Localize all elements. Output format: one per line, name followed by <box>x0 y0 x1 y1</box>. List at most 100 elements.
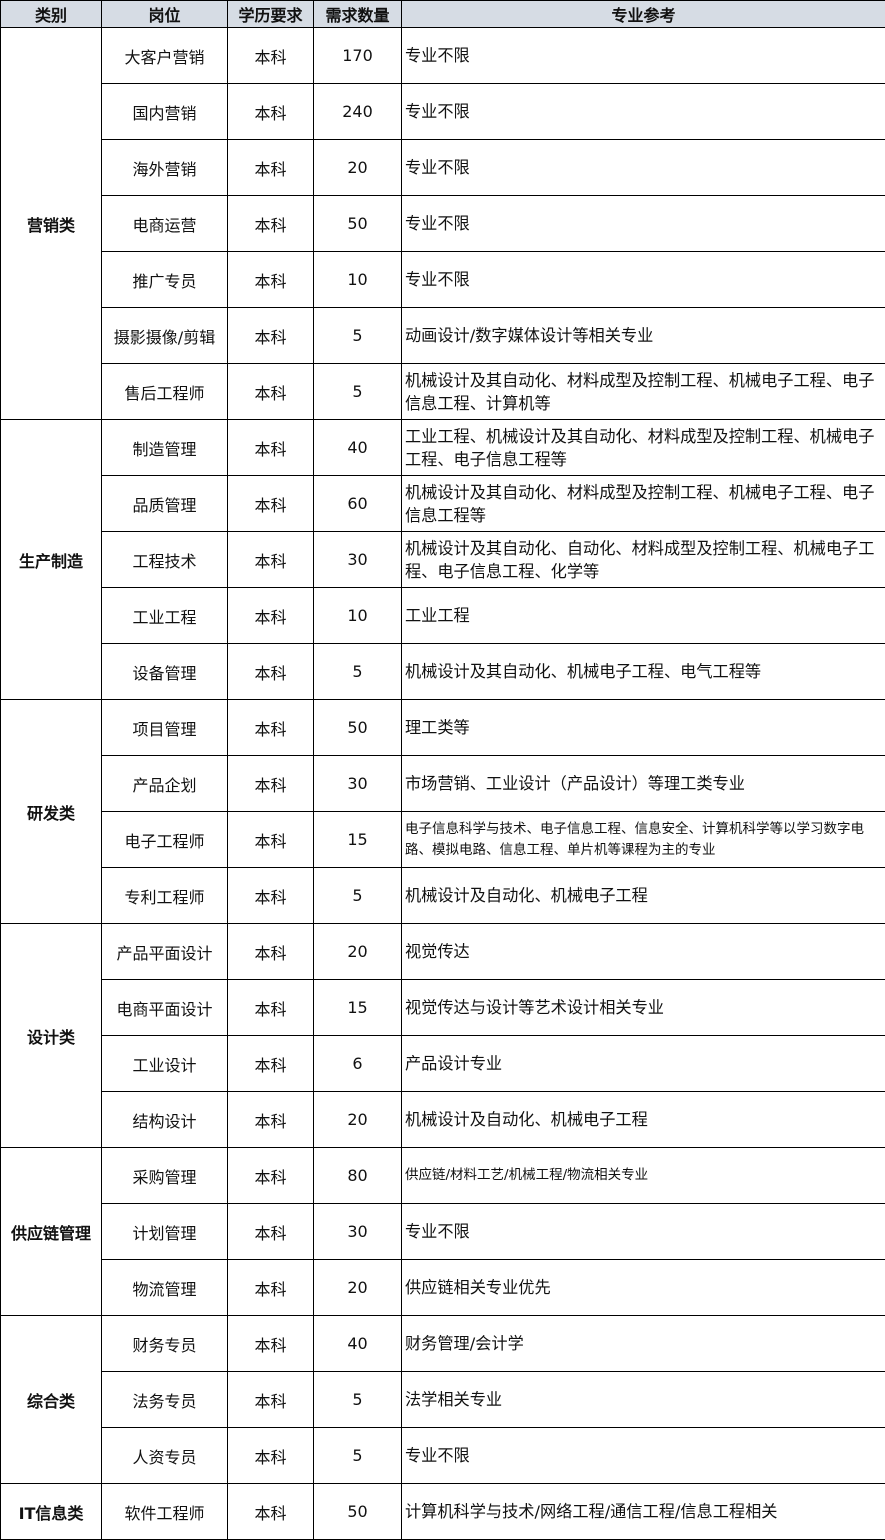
count-cell: 20 <box>313 1259 402 1316</box>
major-cell: 工业工程 <box>401 587 885 644</box>
major-cell: 专业不限 <box>401 195 885 252</box>
position-cell: 大客户营销 <box>101 27 228 84</box>
education-cell: 本科 <box>227 307 314 364</box>
position-cell: 品质管理 <box>101 475 228 532</box>
category-cell: 供应链管理 <box>0 1147 102 1316</box>
education-cell: 本科 <box>227 811 314 868</box>
table-row: 物流管理 本科 20 供应链相关专业优先 <box>1 1259 885 1316</box>
count-cell: 50 <box>313 1483 402 1540</box>
count-cell: 40 <box>313 1315 402 1372</box>
position-cell: 售后工程师 <box>101 363 228 420</box>
table-row: 设计类 产品平面设计 本科 20 视觉传达 <box>0 923 885 1148</box>
position-cell: 国内营销 <box>101 83 228 140</box>
major-cell: 机械设计及其自动化、材料成型及控制工程、机械电子工程、电子信息工程、计算机等 <box>401 363 885 420</box>
header-position: 岗位 <box>101 0 228 28</box>
count-cell: 50 <box>313 699 402 756</box>
education-cell: 本科 <box>227 83 314 140</box>
category-cell: 设计类 <box>0 923 102 1148</box>
position-cell: 制造管理 <box>101 419 228 476</box>
education-cell: 本科 <box>227 643 314 700</box>
count-cell: 5 <box>313 363 402 420</box>
position-cell: 产品企划 <box>101 755 228 812</box>
count-cell: 80 <box>313 1147 402 1204</box>
table-row: 摄影摄像/剪辑 本科 5 动画设计/数字媒体设计等相关专业 <box>1 307 885 364</box>
major-cell: 视觉传达 <box>401 923 885 980</box>
count-cell: 240 <box>313 83 402 140</box>
table-row: 电子工程师 本科 15 电子信息科学与技术、电子信息工程、信息安全、计算机科学等以学习… <box>1 811 885 868</box>
education-cell: 本科 <box>227 27 314 84</box>
count-cell: 170 <box>313 27 402 84</box>
table-row: 计划管理 本科 30 专业不限 <box>1 1203 885 1260</box>
major-cell: 产品设计专业 <box>401 1035 885 1092</box>
education-cell: 本科 <box>227 1035 314 1092</box>
count-cell: 20 <box>313 1091 402 1148</box>
major-cell: 专业不限 <box>401 1203 885 1260</box>
category-cell: 营销类 <box>0 27 102 420</box>
education-cell: 本科 <box>227 1483 314 1540</box>
count-cell: 30 <box>313 1203 402 1260</box>
position-cell: 法务专员 <box>101 1371 228 1428</box>
header-major: 专业参考 <box>401 0 885 28</box>
major-cell: 工业工程、机械设计及其自动化、材料成型及控制工程、机械电子工程、电子信息工程等 <box>401 419 885 476</box>
position-cell: 专利工程师 <box>101 867 228 924</box>
count-cell: 5 <box>313 643 402 700</box>
table-row: 人资专员 本科 5 专业不限 <box>1 1427 885 1484</box>
education-cell: 本科 <box>227 979 314 1036</box>
table-row: 研发类 项目管理 本科 50 理工类等 <box>0 699 885 924</box>
category-cell: 研发类 <box>0 699 102 924</box>
table-row: 工程技术 本科 30 机械设计及其自动化、自动化、材料成型及控制工程、机械电子工程、电… <box>1 531 885 588</box>
education-cell: 本科 <box>227 1371 314 1428</box>
position-cell: 软件工程师 <box>101 1483 228 1540</box>
major-cell: 计算机科学与技术/网络工程/通信工程/信息工程相关 <box>401 1483 885 1540</box>
count-cell: 15 <box>313 811 402 868</box>
position-cell: 物流管理 <box>101 1259 228 1316</box>
count-cell: 30 <box>313 755 402 812</box>
education-cell: 本科 <box>227 531 314 588</box>
header-row: 类别 岗位 学历要求 需求数量 专业参考 <box>0 0 885 28</box>
education-cell: 本科 <box>227 699 314 756</box>
position-cell: 财务专员 <box>101 1315 228 1372</box>
education-cell: 本科 <box>227 755 314 812</box>
table-row: 设备管理 本科 5 机械设计及其自动化、机械电子工程、电气工程等 <box>1 643 885 700</box>
table-row: 综合类 财务专员 本科 40 财务管理/会计学 <box>0 1315 885 1484</box>
position-cell: 电商运营 <box>101 195 228 252</box>
education-cell: 本科 <box>227 1427 314 1484</box>
major-cell: 机械设计及自动化、机械电子工程 <box>401 1091 885 1148</box>
position-cell: 电商平面设计 <box>101 979 228 1036</box>
major-cell: 电子信息科学与技术、电子信息工程、信息安全、计算机科学等以学习数字电路、模拟电路… <box>401 811 885 868</box>
table-row: 营销类 大客户营销 本科 170 专业不限 <box>0 27 885 420</box>
position-cell: 产品平面设计 <box>101 923 228 980</box>
category-cell: 生产制造 <box>0 419 102 700</box>
position-cell: 推广专员 <box>101 251 228 308</box>
education-cell: 本科 <box>227 195 314 252</box>
major-cell: 机械设计及自动化、机械电子工程 <box>401 867 885 924</box>
table-row: IT信息类 软件工程师 本科 50 计算机科学与技术/网络工程/通信工程/信息工程相关 <box>0 1483 885 1540</box>
table-row: 生产制造 制造管理 本科 40 工业工程、机械设计及其自动化、材料成型及控制工程、机械电… <box>0 419 885 700</box>
table-row: 电商运营 本科 50 专业不限 <box>1 195 885 252</box>
major-cell: 专业不限 <box>401 27 885 84</box>
education-cell: 本科 <box>227 1147 314 1204</box>
position-cell: 设备管理 <box>101 643 228 700</box>
major-cell: 专业不限 <box>401 139 885 196</box>
education-cell: 本科 <box>227 1259 314 1316</box>
position-cell: 工程技术 <box>101 531 228 588</box>
category-cell: 综合类 <box>0 1315 102 1484</box>
table-row: 结构设计 本科 20 机械设计及自动化、机械电子工程 <box>1 1091 885 1148</box>
table-row: 海外营销 本科 20 专业不限 <box>1 139 885 196</box>
count-cell: 5 <box>313 1427 402 1484</box>
header-education: 学历要求 <box>227 0 314 28</box>
table-row: 工业工程 本科 10 工业工程 <box>1 587 885 644</box>
major-cell: 机械设计及其自动化、材料成型及控制工程、机械电子工程、电子信息工程等 <box>401 475 885 532</box>
table-row: 售后工程师 本科 5 机械设计及其自动化、材料成型及控制工程、机械电子工程、电子信息工… <box>1 363 885 420</box>
count-cell: 20 <box>313 139 402 196</box>
education-cell: 本科 <box>227 1315 314 1372</box>
position-cell: 工业设计 <box>101 1035 228 1092</box>
table-row: 国内营销 本科 240 专业不限 <box>1 83 885 140</box>
major-cell: 专业不限 <box>401 1427 885 1484</box>
major-cell: 供应链相关专业优先 <box>401 1259 885 1316</box>
table-row: 供应链管理 采购管理 本科 80 供应链/材料工艺/机械工程/物流相关专业 <box>0 1147 885 1316</box>
major-cell: 视觉传达与设计等艺术设计相关专业 <box>401 979 885 1036</box>
table-row: 电商平面设计 本科 15 视觉传达与设计等艺术设计相关专业 <box>1 979 885 1036</box>
education-cell: 本科 <box>227 475 314 532</box>
count-cell: 5 <box>313 1371 402 1428</box>
